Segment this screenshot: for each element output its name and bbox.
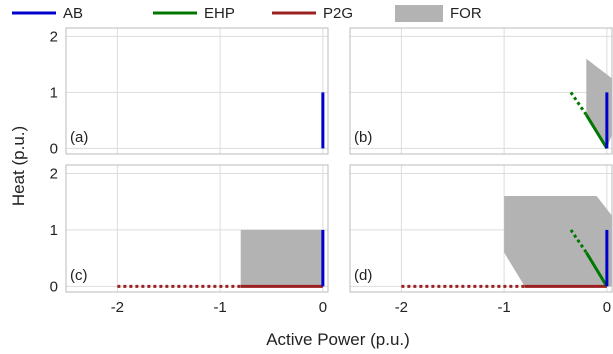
panel-label: (d)	[354, 267, 372, 284]
panel-content	[569, 58, 612, 150]
panels: (a) 0 1 2 (b) (c) 0 1 2 -2 -1 0 (d) -2 -1 0	[50, 27, 613, 316]
panel-a: (a) 0 1 2	[50, 27, 329, 157]
panel-label: (b)	[354, 129, 372, 146]
segment-ehp-dotted	[569, 229, 588, 254]
y-tick-label: 1	[50, 84, 58, 101]
legend-swatch-for	[395, 5, 443, 22]
legend: AB EHP P2G FOR	[12, 5, 482, 22]
for-region	[240, 229, 323, 287]
panel-frame	[65, 164, 329, 293]
legend-label-ehp: EHP	[204, 5, 235, 22]
legend-label-ab: AB	[63, 5, 83, 22]
axes-text: Active Power (p.u.) Heat (p.u.)	[9, 126, 410, 349]
y-axis-title: Heat (p.u.)	[9, 126, 28, 206]
y-tick-label: 1	[50, 222, 58, 239]
x-tick-label: -1	[497, 299, 510, 316]
y-tick-label: 0	[50, 140, 58, 157]
x-tick-label: -1	[213, 299, 226, 316]
legend-label-for: FOR	[450, 5, 482, 22]
panel-label: (c)	[70, 267, 88, 284]
panel-frame	[349, 164, 613, 293]
x-axis-title: Active Power (p.u.)	[266, 330, 410, 349]
y-tick-label: 0	[50, 278, 58, 295]
x-tick-label: -2	[111, 299, 124, 316]
for-region	[504, 196, 612, 287]
legend-label-p2g: P2G	[323, 5, 353, 22]
panel-c: (c) 0 1 2 -2 -1 0	[50, 164, 329, 316]
panel-content	[117, 229, 325, 288]
panel-d: (d) -2 -1 0	[349, 164, 613, 316]
x-tick-label: 0	[319, 299, 327, 316]
panel-label: (a)	[70, 129, 88, 146]
y-tick-label: 2	[50, 28, 58, 45]
x-tick-label: 0	[603, 299, 611, 316]
panel-frame	[65, 27, 329, 155]
segment-ehp-dotted	[569, 91, 588, 116]
panel-content	[401, 196, 612, 288]
y-tick-label: 2	[50, 165, 58, 182]
segment-ehp-solid	[585, 251, 609, 288]
segment-ehp-solid	[585, 114, 609, 150]
panel-b: (b)	[349, 27, 613, 155]
x-tick-label: -2	[395, 299, 408, 316]
panel-frame	[349, 27, 613, 155]
